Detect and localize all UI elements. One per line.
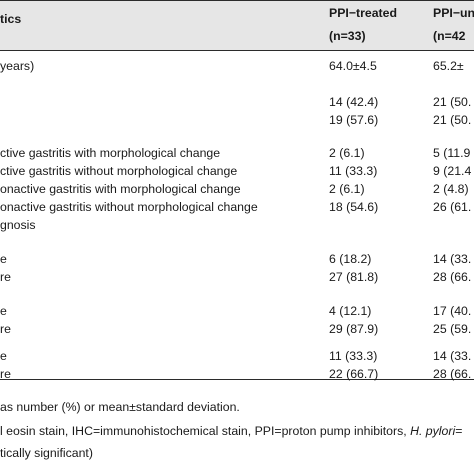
row-label: years): [0, 59, 35, 73]
row-value-treated: 18 (54.6): [329, 200, 379, 214]
row-value-treated: 4 (12.1): [329, 304, 372, 318]
row-value-treated: 64.0±4.5: [329, 59, 377, 73]
row-value-treated: 11 (33.3): [329, 349, 378, 363]
row-value-untreated: 14 (33.: [433, 349, 472, 363]
row-value-treated: 6 (18.2): [329, 252, 372, 266]
row-value-untreated: 2 (4.8): [433, 182, 469, 196]
row-value-untreated: 65.2±: [433, 59, 464, 73]
row-label: e: [0, 349, 7, 363]
footnote-line-3: tically significant): [0, 446, 93, 460]
table-header-background: [0, 0, 474, 51]
bottom-rule: [0, 379, 474, 380]
header-ppi-untreated-n: (n=42: [433, 29, 466, 43]
row-value-untreated: 26 (61.: [433, 200, 472, 214]
row-value-untreated: 9 (21.4: [433, 164, 472, 178]
row-value-treated: 14 (42.4): [329, 95, 379, 109]
row-label: gnosis: [0, 218, 36, 232]
row-value-treated: 19 (57.6): [329, 113, 379, 127]
header-ppi-treated-n: (n=33): [329, 29, 366, 43]
top-rule: [0, 0, 474, 1]
row-value-treated: 2 (6.1): [329, 146, 365, 160]
row-value-treated: 27 (81.8): [329, 270, 379, 284]
row-label: onactive gastritis with morphological ch…: [0, 182, 241, 196]
row-label: e: [0, 304, 7, 318]
row-value-untreated: 21 (50.: [433, 95, 472, 109]
row-value-untreated: 17 (40.: [433, 304, 472, 318]
row-label: onactive gastritis without morphological…: [0, 200, 258, 214]
row-label: ctive gastritis with morphological chang…: [0, 146, 221, 160]
header-rule: [0, 50, 474, 51]
row-value-treated: 29 (87.9): [329, 322, 379, 336]
row-label: re: [0, 367, 11, 381]
row-value-treated: 22 (66.7): [329, 367, 379, 381]
footnote-abbrev: l eosin stain, IHC=immunohistochemical s…: [0, 424, 411, 438]
header-ppi-untreated: PPI−un: [433, 6, 474, 20]
header-characteristics: tics: [0, 12, 22, 26]
row-value-untreated: 28 (66.: [433, 367, 472, 381]
row-label: ctive gastritis without morphological ch…: [0, 164, 238, 178]
row-value-untreated: 25 (59.: [433, 322, 472, 336]
footnote-line-2: l eosin stain, IHC=immunohistochemical s…: [0, 424, 462, 438]
row-value-untreated: 21 (50.: [433, 113, 472, 127]
row-value-untreated: 5 (11.9: [433, 146, 471, 160]
footnote-h-pylori: H. pylori: [410, 424, 456, 438]
row-value-untreated: 28 (66.: [433, 270, 472, 284]
footnote-line-1: as number (%) or mean±standard deviation…: [0, 400, 240, 414]
footnote-equals: =: [455, 424, 463, 438]
row-value-untreated: 14 (33.: [433, 252, 472, 266]
row-value-treated: 2 (6.1): [329, 182, 365, 196]
row-label: e: [0, 252, 7, 266]
row-value-treated: 11 (33.3): [329, 164, 378, 178]
header-ppi-treated: PPI−treated: [329, 6, 398, 20]
row-label: re: [0, 270, 11, 284]
row-label: re: [0, 322, 11, 336]
